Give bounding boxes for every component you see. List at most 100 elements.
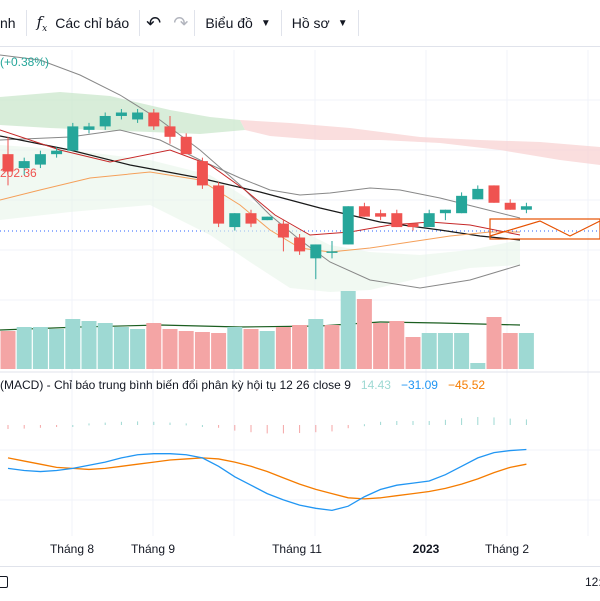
bollinger-lower-band xyxy=(0,54,521,289)
volume-bar xyxy=(356,299,372,369)
toolbar-divider xyxy=(139,10,141,36)
candle-body xyxy=(520,206,532,210)
macd-histogram-bar xyxy=(380,421,382,425)
chevron-down-icon: ▼ xyxy=(337,17,348,29)
redo-icon: ↷ xyxy=(173,12,189,33)
time-axis-label: Tháng 2 xyxy=(484,542,530,556)
volume-bar xyxy=(373,323,389,369)
macd-histogram-bar xyxy=(477,417,479,425)
indicators-label: Các chỉ báo xyxy=(55,15,130,31)
chart-canvas[interactable] xyxy=(0,47,600,567)
time-axis-label: 2023 xyxy=(412,542,440,556)
cut-toolbar-label: nh xyxy=(0,15,16,31)
time-axis-label: Tháng 11 xyxy=(272,542,322,556)
macd-histogram-bar xyxy=(444,419,446,425)
candle-body xyxy=(342,206,354,245)
candle-body xyxy=(277,223,289,238)
volume-bar xyxy=(227,327,243,369)
undo-button[interactable]: ↶ xyxy=(140,0,167,46)
candle-body xyxy=(245,213,257,224)
macd-histogram-bar xyxy=(120,421,122,425)
volume-bar xyxy=(194,332,210,369)
candle-body xyxy=(439,209,451,214)
indicators-button[interactable]: fx Các chỉ báo xyxy=(27,0,140,46)
volume-bar xyxy=(49,329,65,369)
bollinger-upper-band xyxy=(0,129,521,219)
macd-histogram-bar xyxy=(396,421,398,425)
macd-histogram-bar xyxy=(282,425,284,434)
volume-bar xyxy=(324,325,340,369)
macd-histogram-bar xyxy=(137,421,139,425)
volume-bar xyxy=(275,327,291,369)
macd-histogram-bar xyxy=(250,425,252,433)
macd-pane xyxy=(7,417,527,512)
macd-histogram-bar xyxy=(169,422,171,425)
chart-menu-button[interactable]: Biểu đồ ▼ xyxy=(195,0,280,46)
moving-average-long xyxy=(0,135,521,241)
candle-body xyxy=(229,213,241,228)
volume-bar xyxy=(65,319,81,369)
macd-histogram-bar xyxy=(315,425,317,433)
undo-icon: ↶ xyxy=(146,12,162,33)
toolbar-divider xyxy=(194,10,196,36)
top-toolbar: nh fx Các chỉ báo ↶ ↷ Biểu đồ ▼ Hồ sơ ▼ xyxy=(0,0,600,47)
candle-body xyxy=(358,206,370,217)
candle-body xyxy=(83,126,95,130)
time-axis[interactable]: Tháng 8 Tháng 9 Tháng 11 2023 Tháng 2 xyxy=(0,536,600,562)
macd-histogram-bar xyxy=(39,425,41,428)
toolbar-divider xyxy=(25,10,27,36)
volume-bar xyxy=(389,321,405,369)
clock-label: 12: xyxy=(585,575,600,589)
volume-bar xyxy=(16,327,32,369)
volume-bar xyxy=(421,333,437,369)
candle-body xyxy=(196,161,208,186)
candle-body xyxy=(115,112,127,116)
volume-bar xyxy=(259,331,275,369)
macd-histogram-bar xyxy=(266,425,268,434)
macd-histogram-bar xyxy=(88,423,90,426)
volume-bar xyxy=(502,333,518,369)
volume-bar xyxy=(97,323,113,369)
candle-body xyxy=(67,126,79,151)
chart-overlays xyxy=(0,54,600,331)
volume-bar xyxy=(308,319,324,369)
macd-histogram-bar xyxy=(72,425,74,427)
candle-body xyxy=(472,188,484,200)
macd-histogram-bar xyxy=(363,424,365,427)
macd-histogram-bar xyxy=(412,421,414,425)
price-range-zigzag xyxy=(489,220,600,237)
bottom-bar: 12: xyxy=(0,566,600,601)
redo-button[interactable]: ↷ xyxy=(167,0,194,46)
candle-body xyxy=(51,150,63,155)
profile-menu-button[interactable]: Hồ sơ ▼ xyxy=(282,0,358,46)
candle-body xyxy=(132,112,144,120)
volume-bar xyxy=(292,325,308,369)
candle-body xyxy=(164,126,176,137)
candlestick-series xyxy=(2,109,532,280)
macd-histogram-value: 14.43 xyxy=(360,378,391,392)
macd-histogram-bar xyxy=(347,425,349,429)
macd-histogram-bar xyxy=(299,425,301,433)
time-axis-label: Tháng 8 xyxy=(49,542,95,556)
bollinger-band-fill xyxy=(0,145,520,292)
candle-body xyxy=(34,154,46,165)
volume-bar xyxy=(32,327,48,369)
calendar-icon[interactable] xyxy=(0,576,8,588)
volume-bar xyxy=(146,323,162,369)
candle-body xyxy=(2,154,14,172)
volume-bar xyxy=(405,337,421,369)
volume-bar xyxy=(113,327,129,369)
candle-body xyxy=(423,213,435,228)
candle-body xyxy=(294,237,306,252)
chart-menu-label: Biểu đồ xyxy=(205,15,253,31)
candle-body xyxy=(261,216,273,221)
profile-menu-label: Hồ sơ xyxy=(291,15,330,31)
volume-bar xyxy=(162,329,178,369)
cut-toolbar-item[interactable]: nh xyxy=(0,0,26,46)
volume-bar xyxy=(130,329,146,369)
candle-body xyxy=(213,185,225,224)
candle-body xyxy=(391,213,403,228)
candle-body xyxy=(99,115,111,127)
time-axis-label: Tháng 9 xyxy=(130,542,176,556)
candle-body xyxy=(180,136,192,155)
